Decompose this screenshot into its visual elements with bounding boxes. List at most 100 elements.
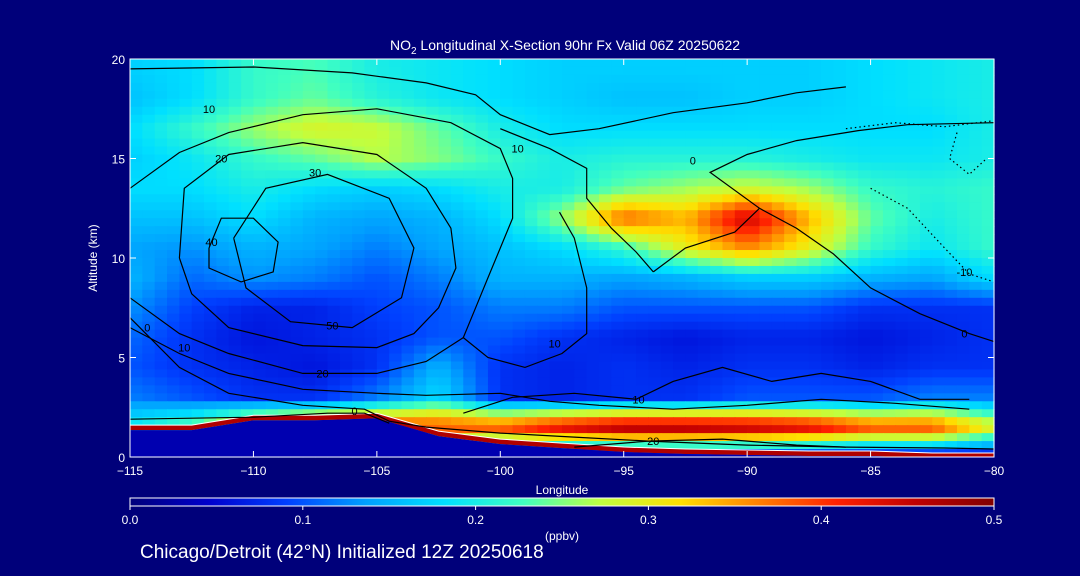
heatmap-cell — [327, 146, 341, 156]
heatmap-cell — [796, 154, 810, 164]
heatmap-cell — [364, 138, 378, 148]
heatmap-cell — [413, 82, 427, 92]
contour-line — [208, 217, 279, 283]
heatmap-cell — [611, 297, 625, 307]
heatmap-cell — [722, 289, 736, 299]
heatmap-cell — [130, 329, 143, 339]
heatmap-cell — [487, 138, 501, 148]
heatmap-cell — [537, 369, 551, 378]
heatmap-cell — [808, 218, 822, 227]
heatmap-cell — [599, 425, 612, 434]
heatmap-cell — [216, 265, 230, 275]
heatmap-cell — [562, 59, 575, 68]
heatmap-cell — [191, 281, 205, 291]
heatmap-cell — [981, 90, 995, 100]
heatmap-cell — [327, 273, 341, 283]
heatmap-cell — [154, 162, 168, 172]
heatmap-cell — [549, 66, 563, 76]
heatmap-cell — [376, 122, 390, 132]
heatmap-cell — [722, 242, 736, 251]
heatmap-cell — [586, 377, 600, 386]
heatmap-cell — [784, 194, 798, 203]
heatmap-cell — [475, 425, 489, 434]
heatmap-cell — [315, 273, 329, 283]
heatmap-cell — [142, 417, 156, 426]
heatmap-cell — [179, 186, 193, 195]
heatmap-cell — [191, 265, 205, 275]
heatmap-cell — [487, 210, 501, 219]
heatmap-cell — [450, 98, 464, 108]
heatmap-cell — [154, 146, 168, 156]
heatmap-cell — [771, 66, 785, 76]
heatmap-cell — [315, 258, 329, 267]
heatmap-cell — [389, 194, 403, 203]
heatmap-cell — [722, 441, 736, 450]
heatmap-cell — [858, 281, 872, 291]
heatmap-cell — [870, 130, 884, 140]
heatmap-cell — [636, 250, 649, 259]
heatmap-cell — [870, 98, 884, 108]
heatmap-cell — [167, 138, 180, 148]
heatmap-cell — [636, 361, 649, 371]
heatmap-cell — [265, 273, 279, 283]
heatmap-cell — [216, 106, 230, 116]
heatmap-cell — [562, 202, 575, 211]
heatmap-cell — [204, 122, 217, 132]
heatmap-cell — [808, 226, 822, 235]
heatmap-cell — [376, 361, 390, 371]
heatmap-cell — [734, 393, 748, 402]
heatmap-cell — [722, 321, 736, 331]
heatmap-cell — [228, 369, 242, 378]
heatmap-cell — [487, 401, 501, 410]
heatmap-cell — [648, 377, 662, 386]
heatmap-cell — [747, 202, 761, 211]
heatmap-cell — [845, 162, 859, 172]
heatmap-cell — [290, 345, 304, 355]
heatmap-cell — [944, 385, 958, 394]
heatmap-cell — [636, 210, 649, 219]
heatmap-cell — [673, 218, 687, 227]
heatmap-cell — [191, 401, 205, 410]
heatmap-cell — [413, 210, 427, 219]
heatmap-cell — [290, 258, 304, 267]
heatmap-cell — [882, 59, 896, 68]
heatmap-cell — [969, 250, 983, 259]
heatmap-cell — [179, 138, 193, 148]
heatmap-cell — [586, 337, 600, 347]
heatmap-cell — [438, 186, 452, 195]
heatmap-cell — [932, 90, 946, 100]
heatmap-cell — [660, 417, 674, 426]
heatmap-cell — [907, 194, 921, 203]
heatmap-cell — [759, 353, 773, 363]
heatmap-cell — [784, 297, 798, 307]
heatmap-cell — [130, 289, 143, 299]
heatmap-cell — [956, 353, 970, 363]
heatmap-cell — [660, 377, 674, 386]
heatmap-cell — [524, 90, 538, 100]
heatmap-cell — [784, 305, 798, 315]
heatmap-cell — [450, 154, 464, 164]
heatmap-cell — [574, 162, 588, 172]
heatmap-cell — [524, 138, 538, 148]
heatmap-cell — [821, 385, 835, 394]
heatmap-cell — [524, 417, 538, 426]
heatmap-cell — [660, 122, 674, 132]
heatmap-cell — [648, 441, 662, 450]
heatmap-cell — [216, 186, 230, 195]
heatmap-cell — [167, 281, 180, 291]
heatmap-cell — [784, 234, 798, 243]
heatmap-cell — [216, 146, 230, 156]
heatmap-cell — [919, 345, 933, 355]
heatmap-cell — [919, 194, 933, 203]
heatmap-cell — [685, 194, 699, 203]
heatmap-cell — [673, 337, 687, 347]
heatmap-cell — [722, 329, 736, 339]
heatmap-cell — [265, 377, 279, 386]
heatmap-cell — [895, 210, 909, 219]
heatmap-cell — [537, 59, 551, 68]
heatmap-cell — [932, 393, 946, 402]
heatmap-cell — [364, 250, 378, 259]
heatmap-cell — [278, 74, 292, 84]
heatmap-cell — [401, 114, 415, 124]
heatmap-cell — [339, 138, 353, 148]
